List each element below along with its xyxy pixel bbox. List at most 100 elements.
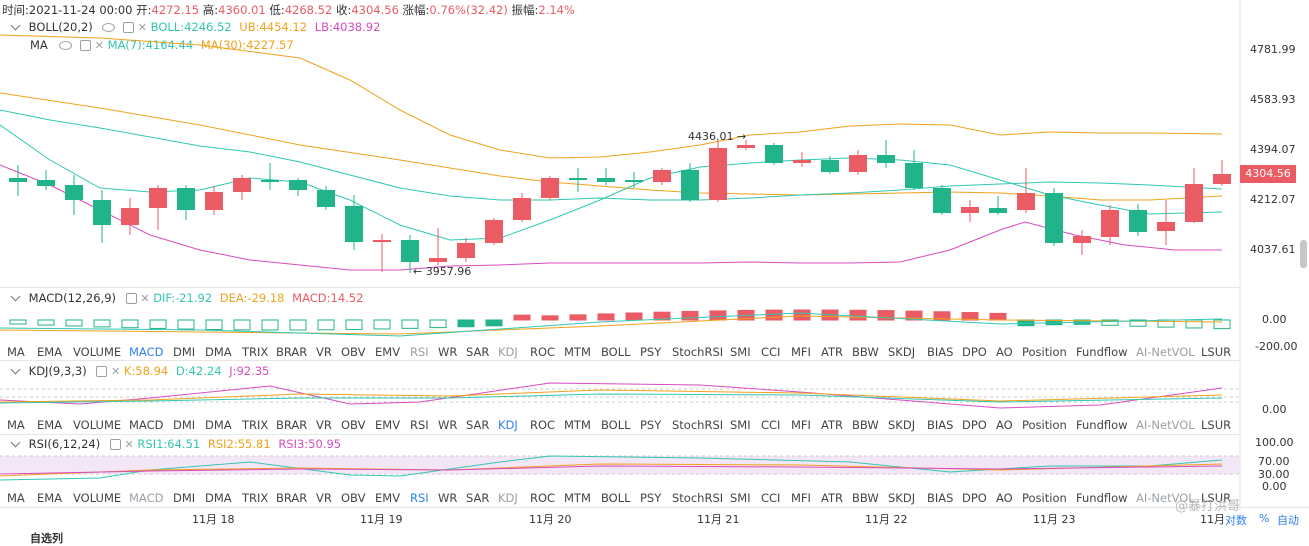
auto-scale-toggle[interactable]: 自动 — [1277, 514, 1299, 527]
indicator-tab-dmi[interactable]: DMI — [173, 491, 196, 505]
gear-icon[interactable] — [96, 366, 108, 377]
indicator-tab-cci[interactable]: CCI — [761, 418, 781, 432]
indicator-tab-ema[interactable]: EMA — [37, 491, 63, 505]
chevron-down-icon[interactable] — [10, 291, 21, 302]
eye-icon[interactable] — [59, 41, 73, 50]
indicator-tab-atr[interactable]: ATR — [821, 345, 843, 359]
indicator-tab-wr[interactable]: WR — [438, 345, 458, 359]
indicator-tab-dmi[interactable]: DMI — [173, 418, 196, 432]
indicator-tab-dpo[interactable]: DPO — [962, 345, 987, 359]
indicator-tab-lsur[interactable]: LSUR — [1201, 345, 1232, 359]
indicator-tab-sar[interactable]: SAR — [466, 491, 490, 505]
indicator-tab-ema[interactable]: EMA — [37, 418, 63, 432]
indicator-tab-fundflow[interactable]: Fundflow — [1076, 491, 1128, 505]
indicator-tab-ai-netvol[interactable]: AI-NetVOL — [1136, 418, 1195, 432]
indicator-tab-volume[interactable]: VOLUME — [73, 491, 122, 505]
indicator-tab-mfi[interactable]: MFI — [791, 418, 811, 432]
indicator-tab-atr[interactable]: ATR — [821, 418, 843, 432]
pane-divider[interactable] — [0, 287, 1240, 288]
indicator-tab-roc[interactable]: ROC — [530, 418, 556, 432]
indicator-tab-trix[interactable]: TRIX — [242, 491, 269, 505]
close-icon[interactable]: ✕ — [94, 39, 104, 52]
indicator-tab-sar[interactable]: SAR — [466, 345, 490, 359]
footer-label[interactable]: 自选列 — [30, 532, 63, 545]
indicator-tab-brar[interactable]: BRAR — [276, 491, 308, 505]
indicator-tab-skdj[interactable]: SKDJ — [888, 345, 916, 359]
indicator-tab-dmi[interactable]: DMI — [173, 345, 196, 359]
indicator-tab-dpo[interactable]: DPO — [962, 418, 987, 432]
indicator-tab-smi[interactable]: SMI — [730, 418, 751, 432]
close-icon[interactable]: ✕ — [137, 21, 147, 34]
indicator-tab-stochrsi[interactable]: StochRSI — [672, 418, 724, 432]
indicator-tab-dpo[interactable]: DPO — [962, 491, 987, 505]
indicator-tab-emv[interactable]: EMV — [375, 418, 401, 432]
indicator-tab-trix[interactable]: TRIX — [242, 345, 269, 359]
indicator-tab-boll[interactable]: BOLL — [601, 491, 631, 505]
eye-icon[interactable] — [102, 23, 116, 32]
indicator-tab-ma[interactable]: MA — [7, 345, 25, 359]
indicator-tab-skdj[interactable]: SKDJ — [888, 418, 916, 432]
indicator-tab-wr[interactable]: WR — [438, 418, 458, 432]
indicator-tab-bias[interactable]: BIAS — [927, 345, 954, 359]
indicator-tab-mfi[interactable]: MFI — [791, 345, 811, 359]
indicator-tab-dma[interactable]: DMA — [205, 345, 232, 359]
indicator-tab-ao[interactable]: AO — [996, 491, 1013, 505]
indicator-tab-position[interactable]: Position — [1022, 491, 1067, 505]
indicator-tab-vr[interactable]: VR — [316, 345, 332, 359]
log-scale-toggle[interactable]: 对数 — [1225, 514, 1247, 527]
indicator-tab-fundflow[interactable]: Fundflow — [1076, 418, 1128, 432]
scrollbar-handle[interactable] — [1300, 240, 1307, 268]
indicator-tab-sar[interactable]: SAR — [466, 418, 490, 432]
indicator-tab-bias[interactable]: BIAS — [927, 491, 954, 505]
indicator-tab-stochrsi[interactable]: StochRSI — [672, 491, 724, 505]
indicator-tab-smi[interactable]: SMI — [730, 491, 751, 505]
indicator-tab-vr[interactable]: VR — [316, 418, 332, 432]
indicator-tab-boll[interactable]: BOLL — [601, 418, 631, 432]
indicator-tab-atr[interactable]: ATR — [821, 491, 843, 505]
indicator-tab-position[interactable]: Position — [1022, 345, 1067, 359]
indicator-tab-emv[interactable]: EMV — [375, 491, 401, 505]
pane-divider[interactable] — [0, 434, 1240, 435]
indicator-tab-obv[interactable]: OBV — [341, 345, 366, 359]
pane-divider[interactable] — [0, 360, 1240, 361]
percent-scale-toggle[interactable]: % — [1259, 512, 1270, 525]
indicator-tab-roc[interactable]: ROC — [530, 491, 556, 505]
indicator-tab-roc[interactable]: ROC — [530, 345, 556, 359]
indicator-tab-bbw[interactable]: BBW — [852, 418, 879, 432]
indicator-tab-position[interactable]: Position — [1022, 418, 1067, 432]
indicator-tab-rsi[interactable]: RSI — [410, 345, 429, 359]
indicator-tab-macd[interactable]: MACD — [129, 418, 164, 432]
indicator-tab-ai-netvol[interactable]: AI-NetVOL — [1136, 491, 1195, 505]
indicator-tab-obv[interactable]: OBV — [341, 491, 366, 505]
indicator-tab-fundflow[interactable]: Fundflow — [1076, 345, 1128, 359]
close-icon[interactable]: ✕ — [124, 438, 134, 451]
indicator-tab-brar[interactable]: BRAR — [276, 418, 308, 432]
chevron-down-icon[interactable] — [10, 437, 21, 448]
indicator-tab-kdj[interactable]: KDJ — [498, 418, 518, 432]
indicator-tab-bbw[interactable]: BBW — [852, 491, 879, 505]
close-icon[interactable]: ✕ — [111, 365, 121, 378]
indicator-tab-ema[interactable]: EMA — [37, 345, 63, 359]
indicator-tab-psy[interactable]: PSY — [640, 491, 662, 505]
indicator-tab-mtm[interactable]: MTM — [564, 345, 591, 359]
indicator-tab-ao[interactable]: AO — [996, 418, 1013, 432]
indicator-tab-vr[interactable]: VR — [316, 491, 332, 505]
indicator-tab-psy[interactable]: PSY — [640, 345, 662, 359]
indicator-tab-cci[interactable]: CCI — [761, 345, 781, 359]
indicator-tab-boll[interactable]: BOLL — [601, 345, 631, 359]
gear-icon[interactable] — [125, 293, 137, 304]
indicator-tab-bias[interactable]: BIAS — [927, 418, 954, 432]
indicator-tab-ao[interactable]: AO — [996, 345, 1013, 359]
indicator-tab-volume[interactable]: VOLUME — [73, 345, 122, 359]
indicator-tab-obv[interactable]: OBV — [341, 418, 366, 432]
gear-icon[interactable] — [123, 22, 135, 33]
indicator-tab-volume[interactable]: VOLUME — [73, 418, 122, 432]
indicator-tab-psy[interactable]: PSY — [640, 418, 662, 432]
indicator-tab-lsur[interactable]: LSUR — [1201, 491, 1232, 505]
indicator-tab-cci[interactable]: CCI — [761, 491, 781, 505]
indicator-tab-ma[interactable]: MA — [7, 491, 25, 505]
indicator-tab-trix[interactable]: TRIX — [242, 418, 269, 432]
indicator-tab-rsi[interactable]: RSI — [410, 418, 429, 432]
indicator-tab-macd[interactable]: MACD — [129, 345, 164, 359]
